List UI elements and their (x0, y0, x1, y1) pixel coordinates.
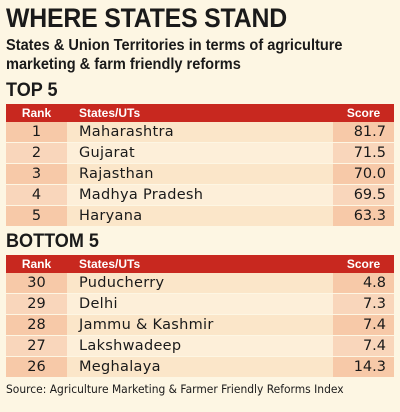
score-cell: 70.0 (333, 164, 394, 184)
state-cell: Gujarat (67, 143, 333, 163)
table-row: 30 Puducherry 4.8 (6, 273, 394, 294)
bottom5-body: 30 Puducherry 4.8 29 Delhi 7.3 28 Jammu & Kashm… (6, 273, 394, 378)
score-cell: 7.4 (333, 315, 394, 335)
table-row: 4 Madhya Pradesh 69.5 (6, 185, 394, 206)
score-cell: 69.5 (333, 185, 394, 205)
table-row: 1 Maharashtra 81.7 (6, 122, 394, 143)
rank-cell: 29 (6, 294, 67, 314)
state-cell: Jammu & Kashmir (67, 315, 333, 335)
table-row: 2 Gujarat 71.5 (6, 143, 394, 164)
top5-header-row: Rank States/UTs Score (6, 104, 394, 122)
score-cell: 14.3 (333, 357, 394, 377)
rank-cell: 1 (6, 122, 67, 142)
rank-cell: 3 (6, 164, 67, 184)
table-row: 27 Lakshwadeep 7.4 (6, 336, 394, 357)
state-cell: Madhya Pradesh (67, 185, 333, 205)
state-cell: Puducherry (67, 273, 333, 293)
state-cell: Lakshwadeep (67, 336, 333, 356)
state-column-header: States/UTs (79, 106, 141, 120)
top5-body: 1 Maharashtra 81.7 2 Gujarat 71.5 3 Rajasthan 70… (6, 122, 394, 227)
table-row: 28 Jammu & Kashmir 7.4 (6, 315, 394, 336)
bottom5-title: BOTTOM 5 (6, 231, 99, 252)
state-cell: Rajasthan (67, 164, 333, 184)
bottom5-header-row: Rank States/UTs Score (6, 255, 394, 273)
page-title: WHERE STATES STAND (6, 3, 287, 33)
state-cell: Delhi (67, 294, 333, 314)
state-column-header: States/UTs (79, 257, 141, 271)
table-row: 26 Meghalaya 14.3 (6, 357, 394, 378)
top5-table: Rank States/UTs Score 1 Maharashtra 81.7 2 G… (6, 104, 394, 227)
state-cell: Meghalaya (67, 357, 333, 377)
rank-cell: 26 (6, 357, 67, 377)
rank-cell: 4 (6, 185, 67, 205)
score-cell: 4.8 (333, 273, 394, 293)
rank-column-header: Rank (21, 257, 52, 271)
rank-cell: 2 (6, 143, 67, 163)
source-note: Source: Agriculture Marketing & Farmer F… (6, 382, 344, 396)
state-cell: Haryana (67, 206, 333, 226)
table-row: 5 Haryana 63.3 (6, 206, 394, 227)
score-cell: 81.7 (333, 122, 394, 142)
score-column-header: Score (346, 257, 381, 271)
bottom5-table: Rank States/UTs Score 30 Puducherry 4.8 29 D… (6, 255, 394, 378)
table-row: 29 Delhi 7.3 (6, 294, 394, 315)
table-row: 3 Rajasthan 70.0 (6, 164, 394, 185)
state-cell: Maharashtra (67, 122, 333, 142)
page-subtitle: States & Union Territories in terms of a… (6, 37, 343, 73)
score-cell: 71.5 (333, 143, 394, 163)
rank-column-header: Rank (21, 106, 52, 120)
top5-title: TOP 5 (6, 80, 58, 101)
score-cell: 7.4 (333, 336, 394, 356)
score-cell: 63.3 (333, 206, 394, 226)
rank-cell: 27 (6, 336, 67, 356)
rank-cell: 30 (6, 273, 67, 293)
score-column-header: Score (346, 106, 381, 120)
rank-cell: 28 (6, 315, 67, 335)
score-cell: 7.3 (333, 294, 394, 314)
rank-cell: 5 (6, 206, 67, 226)
